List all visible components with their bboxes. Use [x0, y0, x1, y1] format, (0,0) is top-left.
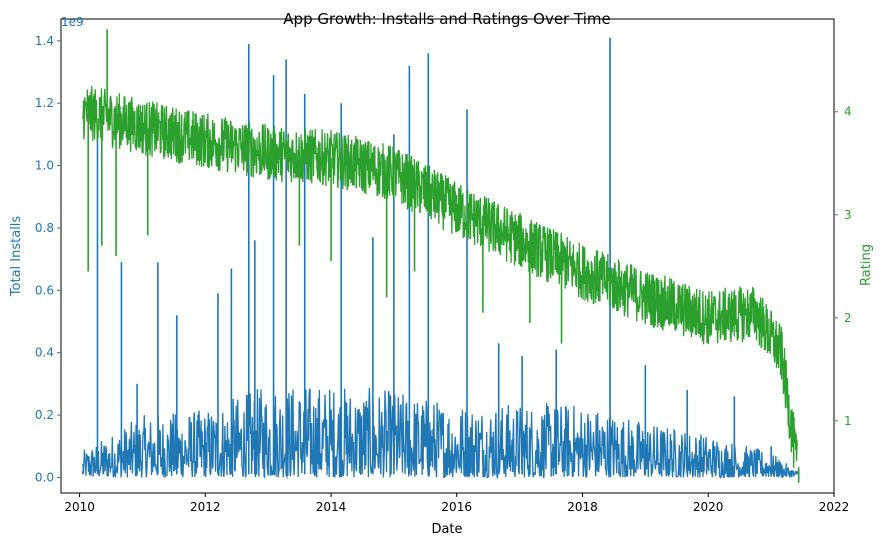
x-tick-label-2014: 2014: [316, 500, 347, 514]
rating-line: [82, 85, 798, 468]
left-y-tick-label: 1.0: [35, 159, 54, 173]
plot-frame: [60, 18, 835, 494]
x-tick-label-2018: 2018: [567, 500, 598, 514]
rating-series: [82, 29, 800, 483]
left-y-axis-label: Total Installs: [9, 216, 24, 298]
left-y-axis: 0.0 0.2 0.4 0.6 0.8 1.0 1.2 1.4: [35, 34, 61, 484]
x-tick-label-2022: 2022: [819, 500, 850, 514]
installs-line: [82, 387, 798, 480]
left-y-tick-label: 0.6: [35, 283, 54, 297]
left-y-tick-label: 1.4: [35, 34, 54, 48]
x-tick-label-2012: 2012: [190, 500, 221, 514]
right-y-axis-label: Rating: [859, 244, 874, 286]
chart-title: App Growth: Installs and Ratings Over Ti…: [283, 10, 610, 28]
x-tick-label-2020: 2020: [693, 500, 724, 514]
right-y-tick-label: 2: [844, 311, 852, 325]
left-y-tick-label: 0.2: [35, 408, 54, 422]
x-axis: 2010 2012 2014 2016 2018 2020 2022: [64, 493, 849, 514]
left-y-tick-label: 0.4: [35, 346, 54, 360]
right-y-tick-label: 3: [844, 208, 852, 222]
right-y-axis: 1 2 3 4: [834, 105, 852, 428]
right-y-tick-label: 4: [844, 105, 852, 119]
right-y-tick-label: 1: [844, 414, 852, 428]
x-tick-label-2016: 2016: [441, 500, 472, 514]
left-y-offset-text: 1e9: [61, 15, 84, 29]
x-tick-label-2010: 2010: [64, 500, 95, 514]
left-y-tick-label: 0.0: [35, 470, 54, 484]
left-y-tick-label: 1.2: [35, 96, 54, 110]
left-y-tick-label: 0.8: [35, 221, 54, 235]
x-axis-label: Date: [431, 522, 462, 537]
